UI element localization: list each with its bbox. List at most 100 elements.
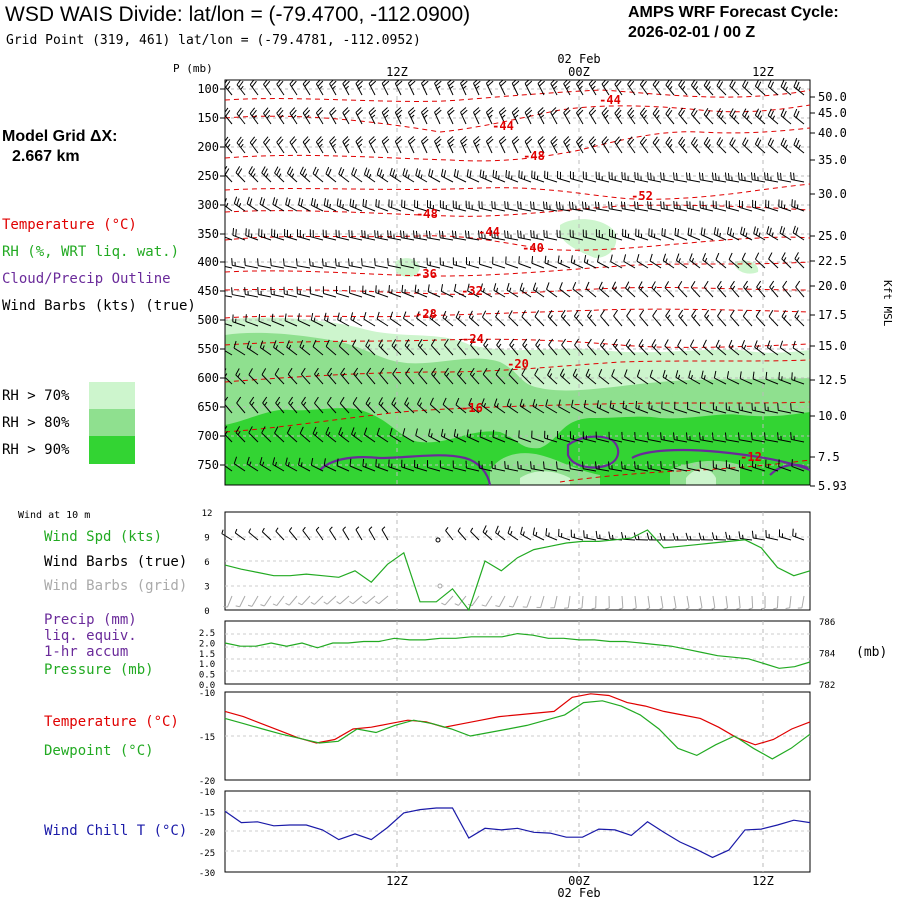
- wind-barb: [678, 309, 688, 327]
- wind-barb: [414, 199, 428, 212]
- wind-barb: [511, 80, 520, 96]
- wind-barb: [337, 312, 350, 327]
- wind-barb: [607, 461, 623, 472]
- wind-barb: [672, 532, 688, 541]
- wind-barb: [236, 396, 246, 414]
- wind-barb: [639, 309, 649, 327]
- wind-barb: [259, 196, 272, 212]
- wind-barb: [738, 531, 753, 541]
- wind-barb: [492, 429, 506, 443]
- wind-barb: [225, 295, 233, 298]
- wind-barb: [248, 426, 259, 443]
- wind-barb: [508, 368, 519, 385]
- temp-contour-label: -24: [462, 332, 484, 346]
- wind-barb: [391, 397, 402, 414]
- wind-barb: [530, 461, 545, 472]
- wind-barb: [244, 258, 259, 269]
- wind-barb: [543, 201, 558, 212]
- wind-barb: [427, 200, 441, 212]
- wind-barb: [301, 396, 311, 414]
- wind-barb: [349, 285, 363, 298]
- wind-barb: [793, 80, 805, 96]
- wind-barb: [381, 80, 390, 96]
- wind-barb: [233, 456, 246, 472]
- kft-tick-label: 45.0: [818, 106, 847, 120]
- wind-barb: [445, 527, 454, 541]
- wind-barb: [568, 461, 584, 472]
- wind-barb: [274, 367, 285, 385]
- wind-barb: [289, 80, 298, 96]
- wind-barb: [460, 80, 468, 96]
- wind-barb: [767, 137, 779, 154]
- wind-barb: [257, 287, 272, 298]
- wind-barb: [601, 80, 610, 96]
- wind-barb: [434, 107, 442, 125]
- pressure-tick-label: 100: [197, 82, 219, 96]
- wind-barb: [659, 532, 675, 541]
- wind-barb: [465, 257, 480, 269]
- pressure-tick-label: 400: [197, 255, 219, 269]
- wind-barb: [349, 458, 363, 472]
- wind-barb: [412, 230, 428, 241]
- wind-barb: [678, 107, 688, 125]
- wind-barb: [635, 228, 649, 241]
- wind-barb: [285, 457, 298, 472]
- wind-barb: [416, 311, 428, 327]
- wind-barb: [485, 136, 494, 154]
- wind-barb: [451, 230, 467, 241]
- wind-barb: [568, 201, 584, 212]
- wind-barb: [296, 229, 311, 241]
- wind-barb: [618, 595, 624, 610]
- wind-barb: [685, 595, 690, 610]
- wind-barb: [470, 338, 480, 356]
- wind-barb: [312, 166, 324, 183]
- wind-barb: [638, 339, 649, 356]
- wind-barb: [652, 309, 662, 327]
- wind-barb: [646, 532, 662, 541]
- pressure-tick-label: 500: [197, 313, 219, 327]
- wind-barb: [482, 525, 493, 541]
- wind-barb: [703, 80, 714, 96]
- wind-barb: [479, 256, 493, 269]
- wind-barb: [381, 136, 390, 154]
- wind-barb: [261, 527, 272, 541]
- wind-barb: [724, 432, 740, 443]
- wind-barb: [496, 338, 506, 356]
- wind-barb: [703, 107, 714, 125]
- wind-barb: [778, 529, 792, 541]
- y-tick-label: 2.5: [199, 629, 215, 639]
- wind-barb: [225, 236, 233, 241]
- wind-barb: [754, 340, 766, 356]
- wind-barb: [289, 136, 298, 154]
- wind-barb: [325, 339, 337, 356]
- wind-barb: [521, 310, 532, 327]
- wind-barb: [583, 530, 597, 541]
- wind-barb: [585, 281, 597, 298]
- wind-barb: [342, 526, 350, 541]
- wind-barb: [402, 311, 415, 327]
- wind-barb: [622, 400, 636, 414]
- wind-barb: [249, 136, 259, 154]
- wind-barb: [223, 595, 233, 608]
- wind-barb: [537, 80, 545, 96]
- temp-contour-label: -20: [507, 357, 529, 371]
- wind-barb: [555, 461, 571, 472]
- kft-tick-label: 20.0: [818, 279, 847, 293]
- wind-barb: [702, 253, 714, 269]
- wind-barb: [447, 80, 455, 96]
- wind-barb: [594, 201, 610, 212]
- wind-barb: [263, 80, 272, 96]
- wind-barb: [374, 258, 389, 269]
- wind-barb: [465, 200, 480, 212]
- kft-tick-label: 7.5: [818, 450, 840, 464]
- wind-barb: [750, 172, 766, 183]
- wind-barb: [575, 80, 584, 96]
- wind-panel-frame: [224, 511, 811, 611]
- wind-barb: [477, 230, 493, 241]
- wind-barb: [428, 428, 441, 443]
- wind-barb: [622, 228, 636, 241]
- wind-barb: [263, 107, 272, 125]
- wind-barb: [286, 340, 298, 356]
- wind-barb: [587, 309, 597, 327]
